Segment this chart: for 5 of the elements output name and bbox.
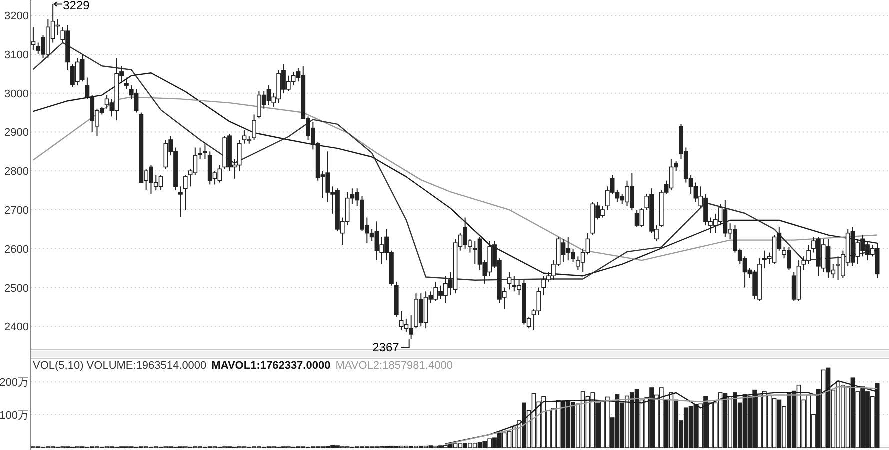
chart-title: VOL(5,10) VOLUME:1963514.0000 bbox=[33, 360, 207, 372]
annotation: 2367 bbox=[372, 340, 400, 354]
annotation: 3229 bbox=[63, 0, 90, 12]
annotation: MAVOL2:1857981.4000 bbox=[336, 360, 453, 372]
annotation: MAVOL1:1762337.0000 bbox=[212, 360, 331, 372]
